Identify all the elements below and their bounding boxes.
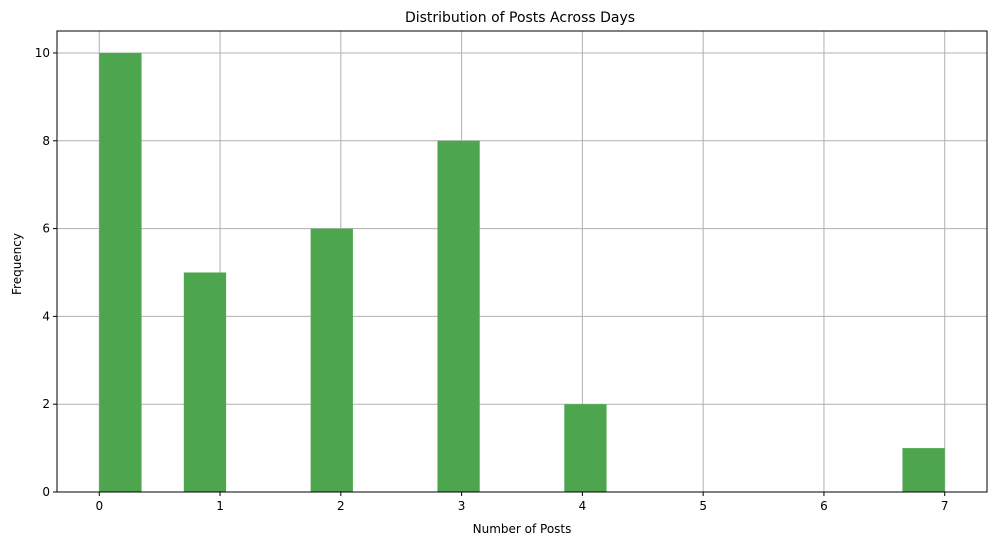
bar-0 — [99, 52, 142, 492]
x-tick-label: 2 — [337, 499, 345, 513]
y-axis-ticks: 0 2 4 6 8 10 — [35, 46, 57, 499]
y-axis-label: Frequency — [10, 233, 24, 295]
chart-title: Distribution of Posts Across Days — [405, 10, 635, 26]
bar-2 — [310, 228, 353, 493]
x-axis-ticks: 0 1 2 3 4 5 6 7 — [95, 492, 949, 513]
x-tick-label: 6 — [820, 499, 828, 513]
x-tick-label: 1 — [216, 499, 224, 513]
plot-frame — [56, 30, 988, 493]
x-tick-label: 3 — [458, 499, 466, 513]
y-tick-label: 0 — [42, 485, 50, 499]
x-tick-label: 7 — [941, 499, 949, 513]
bar-1 — [183, 272, 227, 492]
y-tick-label: 2 — [42, 397, 50, 411]
bar-3 — [437, 140, 480, 492]
x-tick-label: 4 — [579, 499, 587, 513]
bar-4 — [564, 404, 607, 492]
y-tick-label: 6 — [42, 222, 50, 236]
bar-5 — [902, 448, 945, 492]
y-tick-label: 4 — [42, 309, 50, 323]
x-tick-label: 5 — [699, 499, 707, 513]
x-tick-label: 0 — [95, 499, 103, 513]
y-tick-label: 8 — [42, 134, 50, 148]
x-axis-label: Number of Posts — [473, 522, 572, 536]
bars — [99, 52, 945, 493]
y-tick-label: 10 — [35, 46, 50, 60]
